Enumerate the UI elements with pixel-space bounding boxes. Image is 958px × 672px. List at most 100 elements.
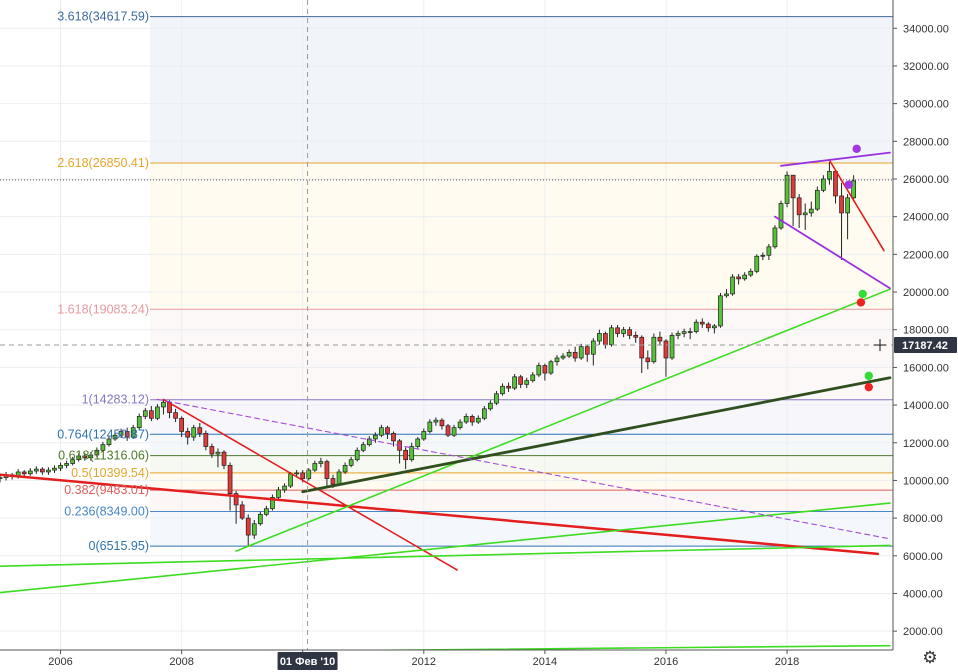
candle	[312, 460, 318, 472]
candle	[736, 274, 741, 285]
candle-body	[705, 323, 711, 329]
crosshair	[0, 0, 893, 650]
candle	[318, 457, 324, 468]
candle-body	[227, 465, 233, 494]
candle-body	[518, 376, 524, 385]
candle	[754, 254, 760, 274]
signal-marker	[844, 180, 854, 189]
candle-body	[675, 333, 681, 336]
candle	[808, 201, 814, 217]
candle-body	[318, 461, 324, 464]
trendline[interactable]	[0, 502, 891, 594]
candle	[179, 416, 184, 438]
fib-zone	[150, 309, 893, 400]
trendline[interactable]	[780, 151, 891, 167]
candle-body	[373, 434, 378, 440]
candle	[82, 453, 88, 461]
candlestick-series	[0, 162, 856, 547]
crosshair-icon[interactable]	[874, 339, 886, 352]
trendline[interactable]	[301, 376, 892, 494]
candle-body	[21, 471, 27, 475]
candle	[827, 162, 832, 185]
trendline[interactable]	[0, 544, 891, 567]
candle-body	[839, 195, 844, 214]
candle	[142, 407, 148, 420]
candle-body	[584, 346, 590, 355]
candle	[784, 171, 790, 208]
trendline[interactable]	[162, 398, 458, 571]
time-tick-label: 2016	[654, 656, 678, 668]
candle	[524, 377, 530, 389]
candle-body	[112, 434, 118, 440]
candle-body	[445, 425, 451, 436]
candle	[124, 427, 130, 441]
candle	[46, 467, 51, 475]
candle-body	[712, 325, 717, 329]
candle-body	[669, 335, 675, 359]
candle	[518, 374, 524, 389]
candle-body	[566, 351, 572, 357]
candle	[366, 436, 372, 447]
candle	[245, 514, 251, 547]
candle	[27, 468, 33, 476]
crosshair-time-badge	[277, 652, 338, 670]
trendline[interactable]	[0, 473, 880, 556]
price-tick-label: 12000.00	[903, 438, 949, 450]
trendline[interactable]	[235, 288, 891, 552]
candle-body	[306, 469, 312, 479]
price-tick-label: 6000.00	[903, 551, 943, 563]
fib-label: 0.382(9483.01)	[64, 483, 149, 497]
candle-body	[784, 174, 790, 204]
candle	[100, 441, 106, 453]
candle	[584, 344, 590, 362]
candle-body	[33, 468, 39, 472]
price-tick-label: 14000.00	[903, 400, 949, 412]
trendline[interactable]	[828, 159, 885, 252]
candle	[469, 414, 475, 426]
fib-zone	[150, 434, 893, 456]
price-tick-label: 8000.00	[903, 513, 943, 525]
price-tick-label: 30000.00	[903, 99, 949, 111]
candle-body	[542, 365, 548, 374]
candle	[33, 466, 39, 474]
trendline[interactable]	[156, 398, 891, 540]
candle-body	[790, 174, 796, 199]
candle-body	[239, 504, 245, 519]
candle-body	[191, 427, 197, 438]
candle	[209, 443, 215, 458]
candle	[221, 450, 227, 470]
candle-body	[778, 203, 784, 229]
candle	[282, 483, 287, 493]
candle	[542, 363, 548, 381]
signal-marker	[858, 289, 867, 299]
signal-marker	[856, 298, 866, 307]
candle	[802, 203, 808, 230]
current-price-label: 17187.42	[902, 340, 948, 352]
candle	[439, 418, 445, 430]
trendline[interactable]	[774, 215, 891, 290]
candle	[276, 487, 281, 500]
candle-body	[481, 408, 487, 419]
candle	[264, 505, 269, 517]
candle	[742, 272, 748, 281]
candle-body	[433, 419, 439, 423]
price-tick-label: 22000.00	[903, 249, 949, 261]
candle	[373, 432, 378, 443]
candle	[778, 200, 784, 230]
gear-icon[interactable]: ⚙	[922, 648, 938, 667]
candle-body	[270, 497, 275, 510]
candle	[627, 326, 632, 340]
candle-body	[506, 385, 511, 389]
candle	[821, 175, 826, 193]
candle	[790, 174, 796, 227]
candle	[191, 424, 197, 441]
candle	[560, 353, 566, 360]
candle	[687, 327, 693, 340]
candle	[76, 453, 82, 462]
price-axis-background	[893, 0, 958, 672]
candle	[724, 289, 729, 298]
candle-body	[391, 432, 396, 442]
candle-body	[802, 212, 808, 216]
candle	[578, 343, 584, 360]
